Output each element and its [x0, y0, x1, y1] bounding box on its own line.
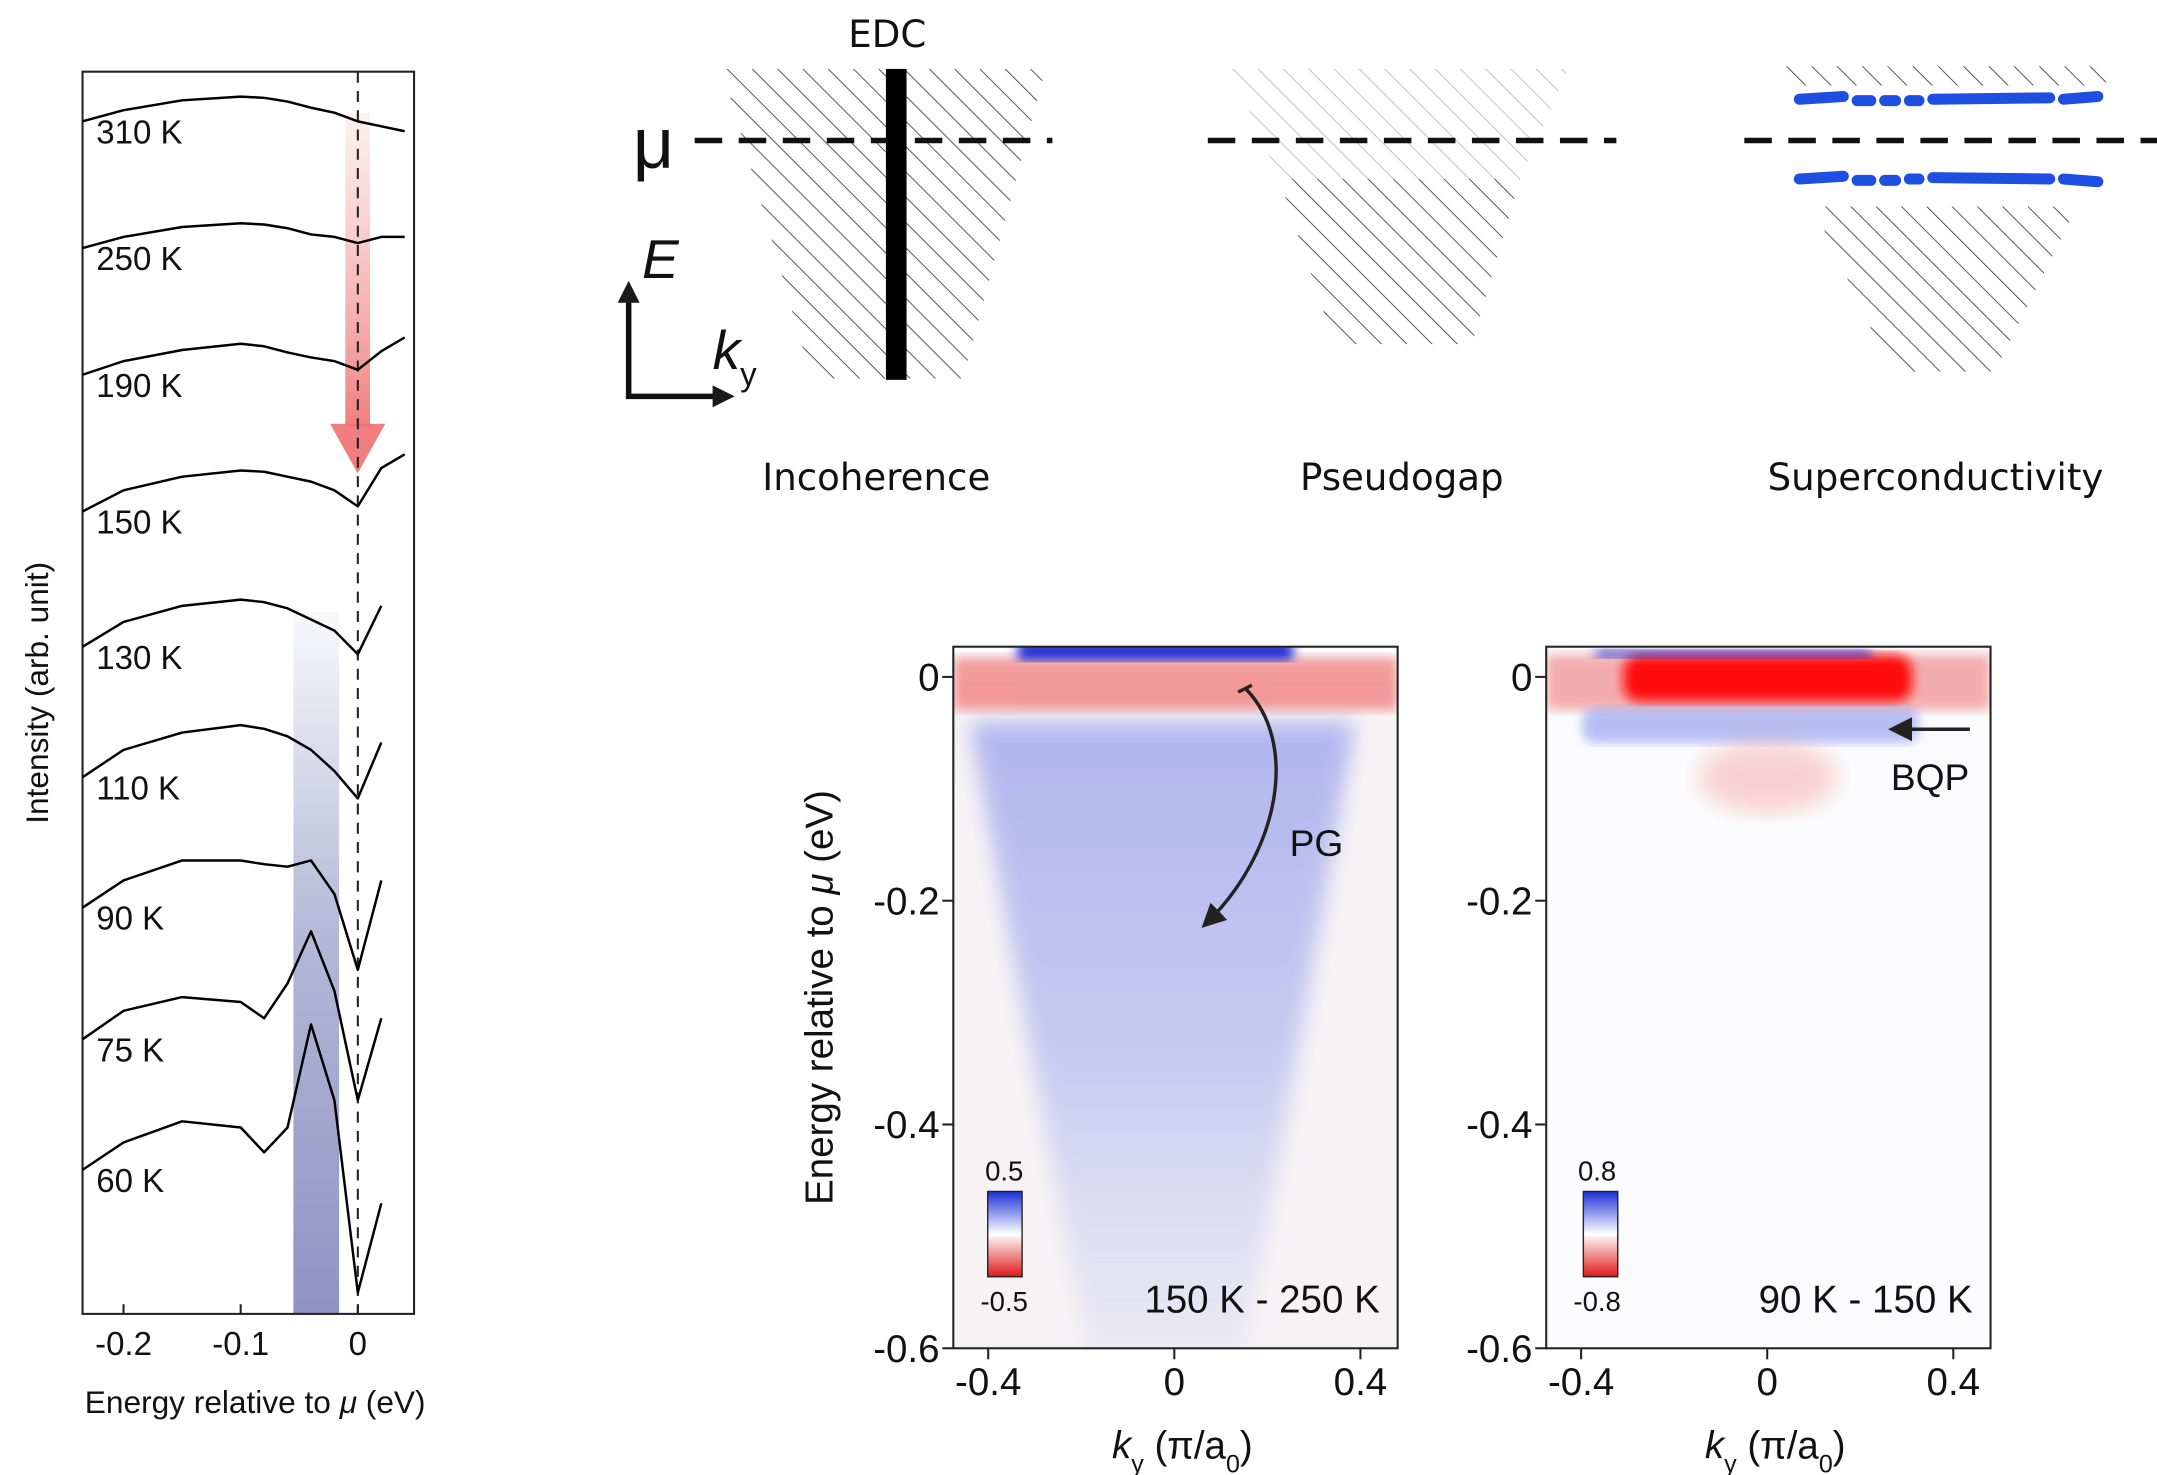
panel-label: Superconductivity [1768, 456, 2104, 499]
curve-label: 130 K [96, 639, 182, 676]
feature-label: PG [1290, 822, 1344, 864]
colorbar [987, 1190, 1023, 1278]
sc-upper [1774, 66, 2112, 86]
momentum-axis-symbol: k [713, 319, 743, 381]
colorbars [987, 1190, 1619, 1278]
schematic: EDC μ E ky Incoherence Pseudogap Superco… [617, 13, 2157, 499]
x-tick-label: -0.2 [95, 1325, 152, 1362]
y-tick-label: -0.2 [873, 880, 939, 923]
y-tick-label: 0 [918, 657, 939, 700]
axis-label: Energy relative to μ (eV) [85, 1384, 426, 1420]
y-tick-label: -0.4 [873, 1104, 939, 1147]
plot-frame [1545, 645, 1992, 1350]
axis-label-part: ) [1833, 1424, 1846, 1467]
curve-label: 250 K [96, 240, 182, 277]
curve-label: 110 K [96, 769, 180, 806]
curve-label: 90 K [96, 900, 164, 937]
edc-curve [82, 336, 406, 376]
curve-label: 150 K [96, 503, 182, 540]
x-tick-label: -0.4 [955, 1361, 1021, 1404]
axis-label: ky (π/a0) [1705, 1424, 1846, 1475]
x-tick-label: 0.4 [1927, 1361, 1981, 1404]
mu-label: μ [633, 104, 674, 184]
axis-label: ky (π/a0) [1112, 1424, 1253, 1475]
energy-axis-label: E [642, 228, 680, 290]
axis-label-part: μ [339, 1384, 357, 1420]
y-tick-label: -0.2 [1466, 880, 1532, 923]
curve-label: 190 K [96, 367, 182, 404]
feature-label: BQP [1891, 756, 1969, 798]
x-tick-label: -0.4 [1548, 1361, 1614, 1404]
axis-label-part: y [1131, 1450, 1144, 1475]
y-tick-label: -0.6 [873, 1328, 939, 1371]
sc-band [1813, 206, 2078, 372]
edc-curve [81, 453, 406, 513]
edc-curve [81, 930, 383, 1102]
colorbar-min: -0.5 [981, 1286, 1028, 1317]
edc-curve [82, 222, 405, 250]
edc-curve [81, 723, 383, 800]
y-tick-label: 0 [1511, 657, 1532, 700]
pseudogap-upper [1231, 68, 1569, 179]
heatmap-image [1546, 646, 1991, 1349]
incoherent-band [722, 68, 1046, 379]
x-tick-label: 0 [349, 1325, 367, 1362]
x-tick-label: 0.4 [1334, 1361, 1388, 1404]
edc-curve [82, 95, 405, 133]
momentum-axis-subscript: y [740, 355, 757, 392]
colorbar [1582, 1190, 1619, 1278]
y-tick-label: -0.6 [1466, 1328, 1532, 1371]
pseudogap-band [1279, 178, 1521, 345]
axis-label-part: μ [798, 874, 841, 896]
coherence-peak-lower [1793, 170, 2104, 188]
panel-label: Incoherence [762, 456, 990, 499]
edc-label: EDC [848, 13, 926, 56]
pg-arrow [1205, 683, 1278, 924]
highlight-band [293, 612, 340, 1314]
heatmap-image [953, 646, 1398, 1349]
axis-label-part: (π/a [1144, 1424, 1227, 1467]
axis-label-part: Energy relative to [798, 895, 841, 1205]
edc-curve [81, 859, 383, 972]
edc-curve [81, 598, 383, 656]
axis-label-part: (eV) [798, 790, 841, 873]
x-tick-label: 0 [1757, 1361, 1778, 1404]
axis-label-part: 0 [1226, 1450, 1240, 1475]
axis-label-part: (π/a [1737, 1424, 1820, 1467]
edc-curve [81, 1023, 383, 1294]
axis-label-part: 0 [1819, 1450, 1833, 1475]
coherence-peak-upper [1793, 90, 2104, 107]
y-tick-label: -0.4 [1466, 1104, 1532, 1147]
axis-label-part: y [1724, 1450, 1737, 1475]
curve-label: 310 K [96, 113, 182, 150]
momentum-axis-label: ky [713, 319, 758, 393]
panel-label: 90 K - 150 K [1759, 1279, 1973, 1322]
colorbar-max: 0.8 [1578, 1155, 1616, 1186]
edc-cut [885, 68, 907, 380]
x-tick-label: -0.1 [212, 1325, 269, 1362]
colorbar-min: -0.8 [1573, 1286, 1620, 1317]
colorbar-max: 0.5 [985, 1155, 1023, 1186]
curve-label: 60 K [96, 1162, 164, 1199]
curve-label: 75 K [96, 1031, 164, 1068]
axis-label-part: k [1112, 1424, 1133, 1467]
panel-label: 150 K - 250 K [1144, 1279, 1380, 1322]
axis-label-part: ) [1240, 1424, 1253, 1467]
axis-label-part: k [1705, 1424, 1726, 1467]
axis-label-part: Energy relative to [85, 1384, 340, 1420]
plot-frame [952, 645, 1399, 1350]
axis-label-part: (eV) [357, 1384, 426, 1420]
y-axis-label: Intensity (arb. unit) [19, 562, 55, 824]
axis-label: Energy relative to μ (eV) [798, 790, 841, 1205]
panel-label: Pseudogap [1300, 456, 1504, 499]
x-tick-label: 0 [1164, 1361, 1185, 1404]
plot-frame [81, 70, 416, 1315]
